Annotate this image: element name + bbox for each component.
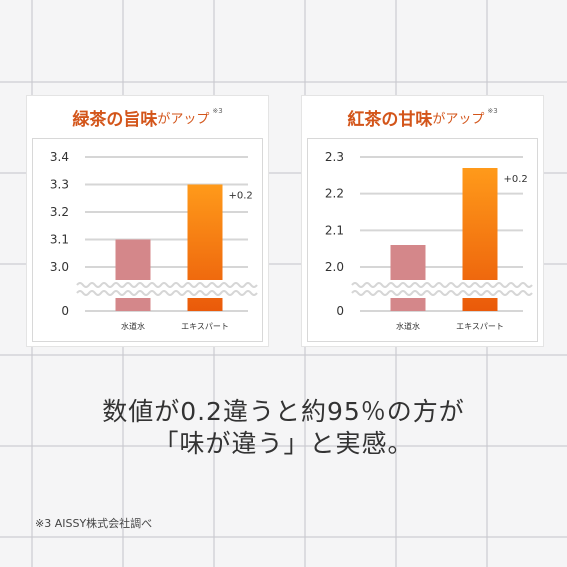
chart-title-note: ※3	[487, 107, 498, 115]
chart-title-sub: がアップ	[432, 111, 485, 127]
y-tick-label: 0	[61, 304, 69, 318]
y-tick-label: 2.3	[325, 150, 344, 164]
x-tick-label: 水道水	[121, 321, 145, 331]
chart-area: 2.3 2.2 2.1 2.0 0 水道水 エキスパート +0.2	[307, 138, 538, 342]
y-tick-label: 3.4	[50, 150, 69, 164]
y-tick-label: 2.0	[325, 260, 344, 274]
axis-break-wave	[351, 290, 533, 296]
y-tick-label: 0	[336, 304, 344, 318]
headline-line-2: 「味が違う」と実感。	[153, 429, 414, 458]
diff-annotation: +0.2	[229, 191, 253, 202]
y-tick-label: 3.2	[50, 205, 69, 219]
y-tick-label: 3.0	[50, 260, 69, 274]
chart-title-main: 紅茶の甘味	[347, 109, 433, 130]
y-tick-label: 3.3	[50, 178, 69, 192]
headline-line-1: 数値が0.2違うと約95％の方が	[102, 397, 465, 426]
y-tick-label: 2.2	[325, 187, 344, 201]
chart-panel-green-tea: 緑茶の旨味 がアップ ※3 3.4 3.3 3.2 3.1 3.0 0 水道水 エキスパート +…	[26, 95, 269, 347]
bar-0	[115, 239, 151, 311]
axis-break-wave	[76, 290, 258, 296]
x-tick-label: エキスパート	[456, 322, 504, 331]
bar-chart-black-tea: 2.3 2.2 2.1 2.0 0 水道水 エキスパート +0.2	[325, 150, 533, 331]
chart-panel-black-tea: 紅茶の甘味 がアップ ※3 2.3 2.2 2.1 2.0 0 水道水 エキスパート +0.2	[301, 95, 544, 347]
axis-break-band	[77, 280, 256, 298]
chart-title-sub: がアップ	[157, 111, 210, 127]
axis-break-wave	[351, 282, 533, 288]
chart-area: 3.4 3.3 3.2 3.1 3.0 0 水道水 エキスパート +0.2	[32, 138, 263, 342]
chart-title-main: 緑茶の旨味	[72, 109, 158, 130]
y-tick-label: 2.1	[325, 223, 344, 237]
x-tick-label: 水道水	[396, 321, 420, 331]
chart-title: 緑茶の旨味 がアップ ※3	[27, 96, 268, 138]
axis-break-wave	[76, 282, 258, 288]
footnote: ※3 AISSY株式会社調べ	[35, 517, 153, 530]
diff-annotation: +0.2	[504, 174, 528, 185]
y-tick-label: 3.1	[50, 233, 69, 247]
x-tick-label: エキスパート	[181, 322, 229, 331]
axis-break-band	[352, 280, 531, 298]
chart-title: 紅茶の甘味 がアップ ※3	[302, 96, 543, 138]
bar-0	[390, 245, 426, 311]
chart-title-note: ※3	[212, 107, 223, 115]
bar-chart-green-tea: 3.4 3.3 3.2 3.1 3.0 0 水道水 エキスパート +0.2	[50, 150, 258, 331]
